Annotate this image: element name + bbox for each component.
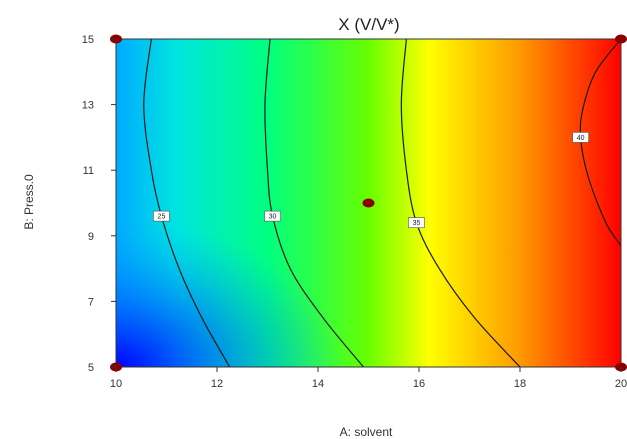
plot-frame bbox=[115, 38, 622, 368]
contour-label-box bbox=[572, 132, 589, 143]
y-tick-label: 7 bbox=[88, 296, 94, 308]
design-point bbox=[615, 34, 627, 44]
contour-label-text: 30 bbox=[269, 214, 277, 221]
y-axis-title: B: Press.0 bbox=[22, 174, 36, 230]
contour-label-35: 35 bbox=[408, 217, 425, 228]
contour-label-text: 40 bbox=[577, 135, 585, 142]
design-point bbox=[362, 198, 375, 208]
x-tick-label: 16 bbox=[413, 378, 425, 390]
x-tick-label: 18 bbox=[514, 378, 526, 390]
x-tick-label: 10 bbox=[110, 378, 122, 390]
y-tick-label: 9 bbox=[88, 231, 94, 243]
x-tick-label: 20 bbox=[615, 378, 627, 390]
contour-label-30: 30 bbox=[264, 210, 281, 222]
contour-label-25: 25 bbox=[153, 210, 170, 222]
contour-label-box bbox=[408, 217, 425, 228]
x-axis-title: A: solvent bbox=[340, 425, 393, 439]
contour-label-box bbox=[153, 210, 170, 222]
contour-label-box bbox=[264, 210, 281, 222]
x-axis: 10 12 14 16 18 20 bbox=[110, 367, 627, 390]
x-tick-label: 14 bbox=[312, 378, 324, 390]
y-tick-label: 5 bbox=[88, 362, 94, 374]
x-tick-label: 12 bbox=[211, 378, 223, 390]
plot-area: 25 30 35 40 bbox=[110, 34, 627, 372]
contour-label-text: 35 bbox=[413, 220, 421, 227]
chart-title: X (V/V*) bbox=[338, 15, 399, 34]
y-tick-label: 11 bbox=[83, 165, 94, 177]
y-tick-label: 13 bbox=[82, 100, 94, 112]
contour-lines: 25 30 35 40 bbox=[143, 38, 622, 368]
y-tick-label: 15 bbox=[82, 34, 94, 46]
contour-label-40: 40 bbox=[572, 132, 589, 143]
contour-label-text: 25 bbox=[158, 214, 166, 221]
y-axis: 5 7 9 11 13 15 bbox=[82, 34, 116, 374]
